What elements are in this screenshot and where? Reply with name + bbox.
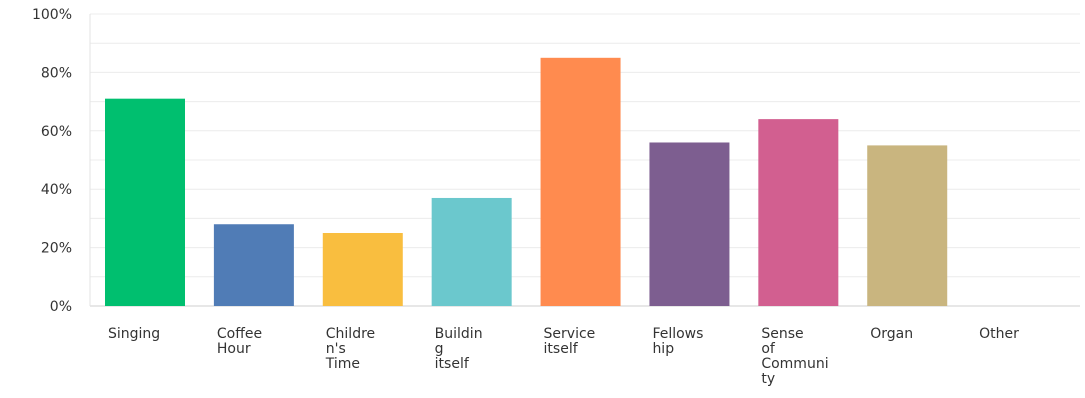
y-axis: 0% 20% 40% 60% 80% 100%	[32, 7, 72, 315]
bar-fellowship	[649, 142, 730, 306]
bar-service-itself	[540, 57, 621, 306]
x-tick-label: Sense of Communi ty	[761, 326, 828, 387]
bar-organ	[867, 145, 948, 306]
y-tick-label: 80%	[41, 65, 72, 81]
bar-sense-of-community	[758, 119, 839, 307]
x-tick-label: Buildin g itself	[435, 326, 483, 372]
x-tick-label: Childre n's Time	[325, 326, 375, 372]
x-tick-label: Organ	[870, 326, 913, 342]
x-tick-label: Other	[979, 326, 1019, 342]
bar-singing	[105, 98, 185, 307]
bar-building-itself	[431, 197, 512, 306]
y-tick-label: 0%	[50, 299, 72, 315]
bar-children-s-time	[322, 233, 403, 306]
y-tick-label: 40%	[41, 182, 72, 198]
x-tick-label: Service itself	[544, 326, 596, 357]
y-tick-label: 60%	[41, 124, 72, 140]
bars	[105, 57, 948, 307]
y-tick-label: 20%	[41, 241, 72, 257]
x-axis-labels: Singing Coffee Hour Childre n's Time Buildin g i…	[108, 326, 1019, 387]
x-tick-label: Fellows hip	[652, 326, 703, 357]
y-tick-label: 100%	[32, 7, 72, 23]
x-tick-label: Singing	[108, 326, 160, 342]
bar-coffee-hour	[213, 224, 294, 306]
x-tick-label: Coffee Hour	[217, 326, 262, 357]
